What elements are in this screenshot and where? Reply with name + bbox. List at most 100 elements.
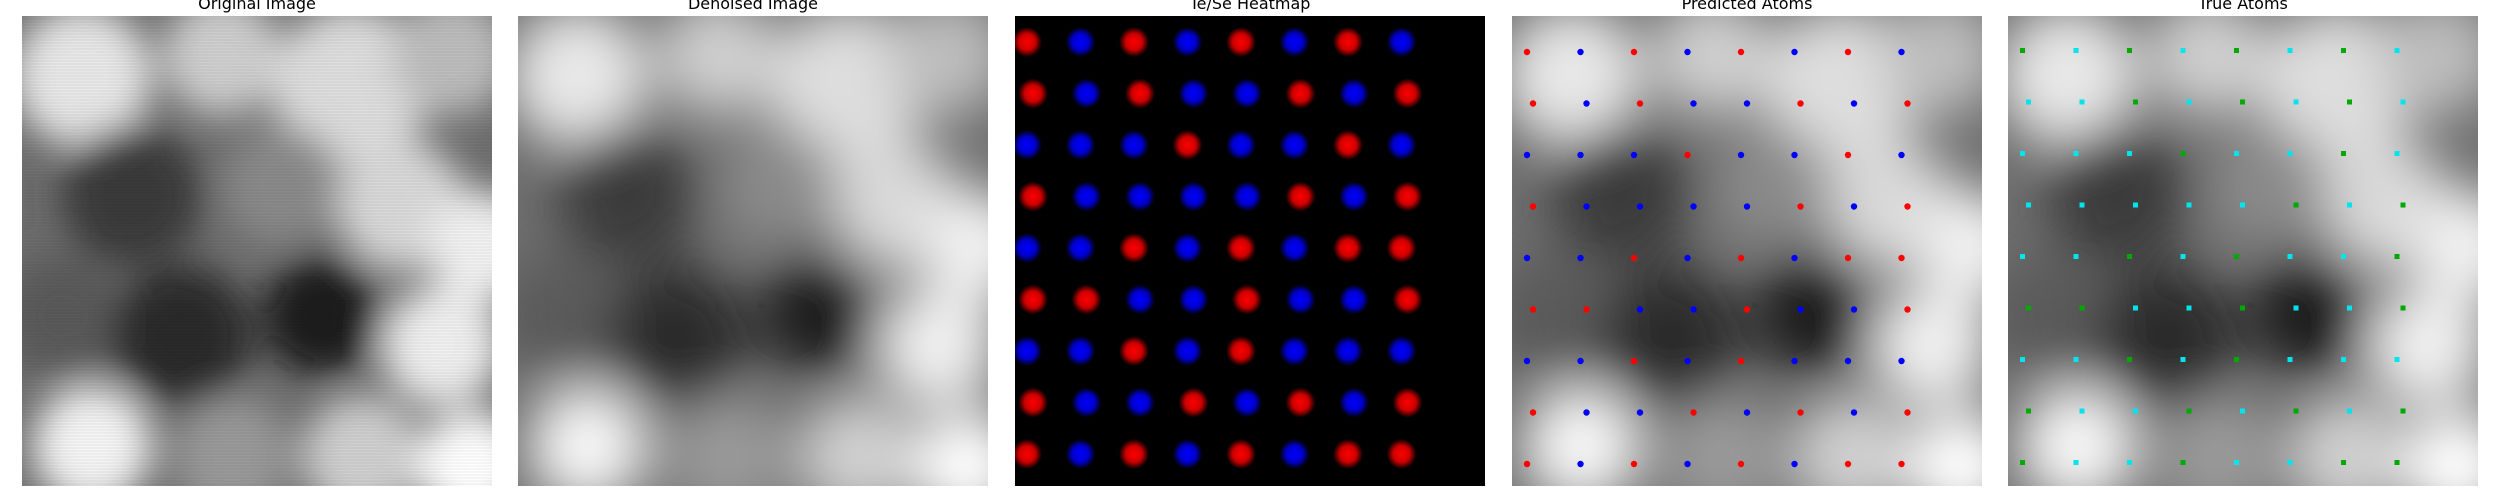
predicted-se-atom bbox=[1684, 48, 1691, 56]
predicted-te-atom bbox=[1523, 460, 1531, 468]
true-se-atom bbox=[2133, 305, 2138, 311]
true-se-atom bbox=[2287, 357, 2293, 362]
heatmap-te-spot bbox=[1071, 284, 1102, 315]
predicted-te-atom bbox=[1737, 357, 1745, 365]
heatmap-se-spot bbox=[1339, 181, 1369, 212]
heatmap-se-spot bbox=[1172, 439, 1203, 469]
denoised-image-panel bbox=[518, 16, 988, 486]
predicted-se-atom bbox=[1636, 306, 1644, 313]
true-te-atom bbox=[2394, 460, 2400, 465]
true-te-atom bbox=[2234, 357, 2239, 362]
heatmap-te-spot bbox=[1018, 284, 1048, 315]
heatmap-te-spot bbox=[1226, 336, 1256, 366]
true-te-atom bbox=[2127, 254, 2132, 259]
predicted-atoms-panel bbox=[1512, 16, 1982, 486]
predicted-se-atom bbox=[1523, 254, 1531, 262]
predicted-se-atom bbox=[1636, 409, 1644, 416]
predicted-te-atom bbox=[1690, 409, 1697, 416]
true-te-atom bbox=[2180, 460, 2186, 465]
heatmap-te-spot bbox=[1226, 27, 1256, 57]
heatmap-te-spot bbox=[1018, 387, 1048, 418]
predicted-se-atom bbox=[1583, 100, 1590, 107]
heatmap-se-spot bbox=[1178, 78, 1209, 109]
predicted-se-atom bbox=[1743, 409, 1751, 416]
heatmap-te-spot bbox=[1125, 78, 1155, 109]
heatmap-se-spot bbox=[1125, 181, 1155, 212]
predicted-se-atom bbox=[1690, 100, 1697, 107]
true-te-atom bbox=[2347, 99, 2352, 105]
predicted-se-atom bbox=[1844, 357, 1852, 365]
true-te-atom bbox=[2234, 48, 2239, 53]
true-se-atom bbox=[2180, 254, 2186, 259]
predicted-te-atom bbox=[1529, 100, 1537, 107]
predicted-se-atom bbox=[1898, 151, 1905, 159]
true-se-atom bbox=[2133, 202, 2138, 208]
true-se-atom bbox=[2020, 254, 2025, 259]
true-te-atom bbox=[2240, 305, 2245, 311]
te-se-heatmap bbox=[1015, 16, 1485, 486]
heatmap-se-spot bbox=[1071, 181, 1102, 212]
heatmap-te-spot bbox=[1119, 233, 1149, 263]
true-se-atom bbox=[2180, 357, 2186, 362]
true-se-atom bbox=[2073, 48, 2079, 53]
true-te-atom bbox=[2400, 408, 2406, 414]
predicted-se-atom bbox=[1684, 254, 1691, 262]
predicted-se-atom bbox=[1850, 306, 1858, 313]
denoised-image bbox=[518, 16, 988, 486]
true-se-atom bbox=[2240, 202, 2245, 208]
predicted-se-atom bbox=[1636, 203, 1644, 210]
predicted-se-atom bbox=[1577, 254, 1584, 262]
predicted-se-atom bbox=[1577, 460, 1584, 468]
true-te-atom bbox=[2127, 48, 2132, 53]
heatmap-se-spot bbox=[1285, 284, 1316, 315]
heatmap-te-spot bbox=[1392, 181, 1423, 212]
true-te-atom bbox=[2026, 305, 2031, 311]
heatmap-te-spot bbox=[1333, 233, 1363, 263]
heatmap-se-spot bbox=[1386, 336, 1417, 366]
predicted-te-atom bbox=[1737, 460, 1745, 468]
predicted-te-atom bbox=[1844, 460, 1852, 468]
predicted-se-atom bbox=[1791, 460, 1798, 468]
predicted-te-atom bbox=[1684, 151, 1691, 159]
heatmap-se-spot bbox=[1178, 181, 1209, 212]
true-se-atom bbox=[2293, 99, 2299, 105]
true-te-atom bbox=[2079, 305, 2085, 311]
true-se-atom bbox=[2073, 460, 2079, 465]
true-se-atom bbox=[2133, 408, 2138, 414]
predicted-te-atom bbox=[1844, 254, 1852, 262]
true-se-atom bbox=[2394, 151, 2400, 156]
true-atoms-panel bbox=[2008, 16, 2478, 486]
true-se-atom bbox=[2287, 151, 2293, 156]
heatmap-te-spot bbox=[1333, 27, 1363, 57]
true-se-atom bbox=[2079, 202, 2085, 208]
true-te-atom bbox=[2400, 305, 2406, 311]
true-se-atom bbox=[2127, 151, 2132, 156]
true-se-atom bbox=[2287, 48, 2293, 53]
heatmap-te-spot bbox=[1392, 387, 1423, 418]
true-se-atom bbox=[2240, 408, 2245, 414]
true-se-atom bbox=[2127, 460, 2132, 465]
predicted-se-atom bbox=[1791, 48, 1798, 56]
heatmap-se-spot bbox=[1015, 233, 1042, 263]
heatmap-title: Te/Se Heatmap bbox=[1189, 0, 1311, 13]
predicted-se-atom bbox=[1684, 357, 1691, 365]
heatmap-te-spot bbox=[1386, 233, 1417, 263]
heatmap-se-spot bbox=[1172, 27, 1203, 57]
predicted-te-atom bbox=[1636, 100, 1644, 107]
true-te-atom bbox=[2133, 99, 2138, 105]
predicted-se-atom bbox=[1791, 357, 1798, 365]
predicted-se-atom bbox=[1791, 254, 1798, 262]
true-se-atom bbox=[2073, 357, 2079, 362]
heatmap-te-spot bbox=[1015, 439, 1042, 469]
predicted-te-atom bbox=[1904, 306, 1911, 313]
true-se-atom bbox=[2073, 254, 2079, 259]
heatmap-se-spot bbox=[1065, 27, 1096, 57]
true-se-atom bbox=[2186, 202, 2192, 208]
heatmap-te-spot bbox=[1178, 387, 1209, 418]
predicted-se-atom bbox=[1850, 203, 1858, 210]
heatmap-se-spot bbox=[1232, 387, 1262, 418]
heatmap-te-spot bbox=[1018, 78, 1048, 109]
heatmap-se-spot bbox=[1339, 284, 1369, 315]
predicted-te-atom bbox=[1797, 203, 1804, 210]
heatmap-se-spot bbox=[1172, 336, 1203, 366]
